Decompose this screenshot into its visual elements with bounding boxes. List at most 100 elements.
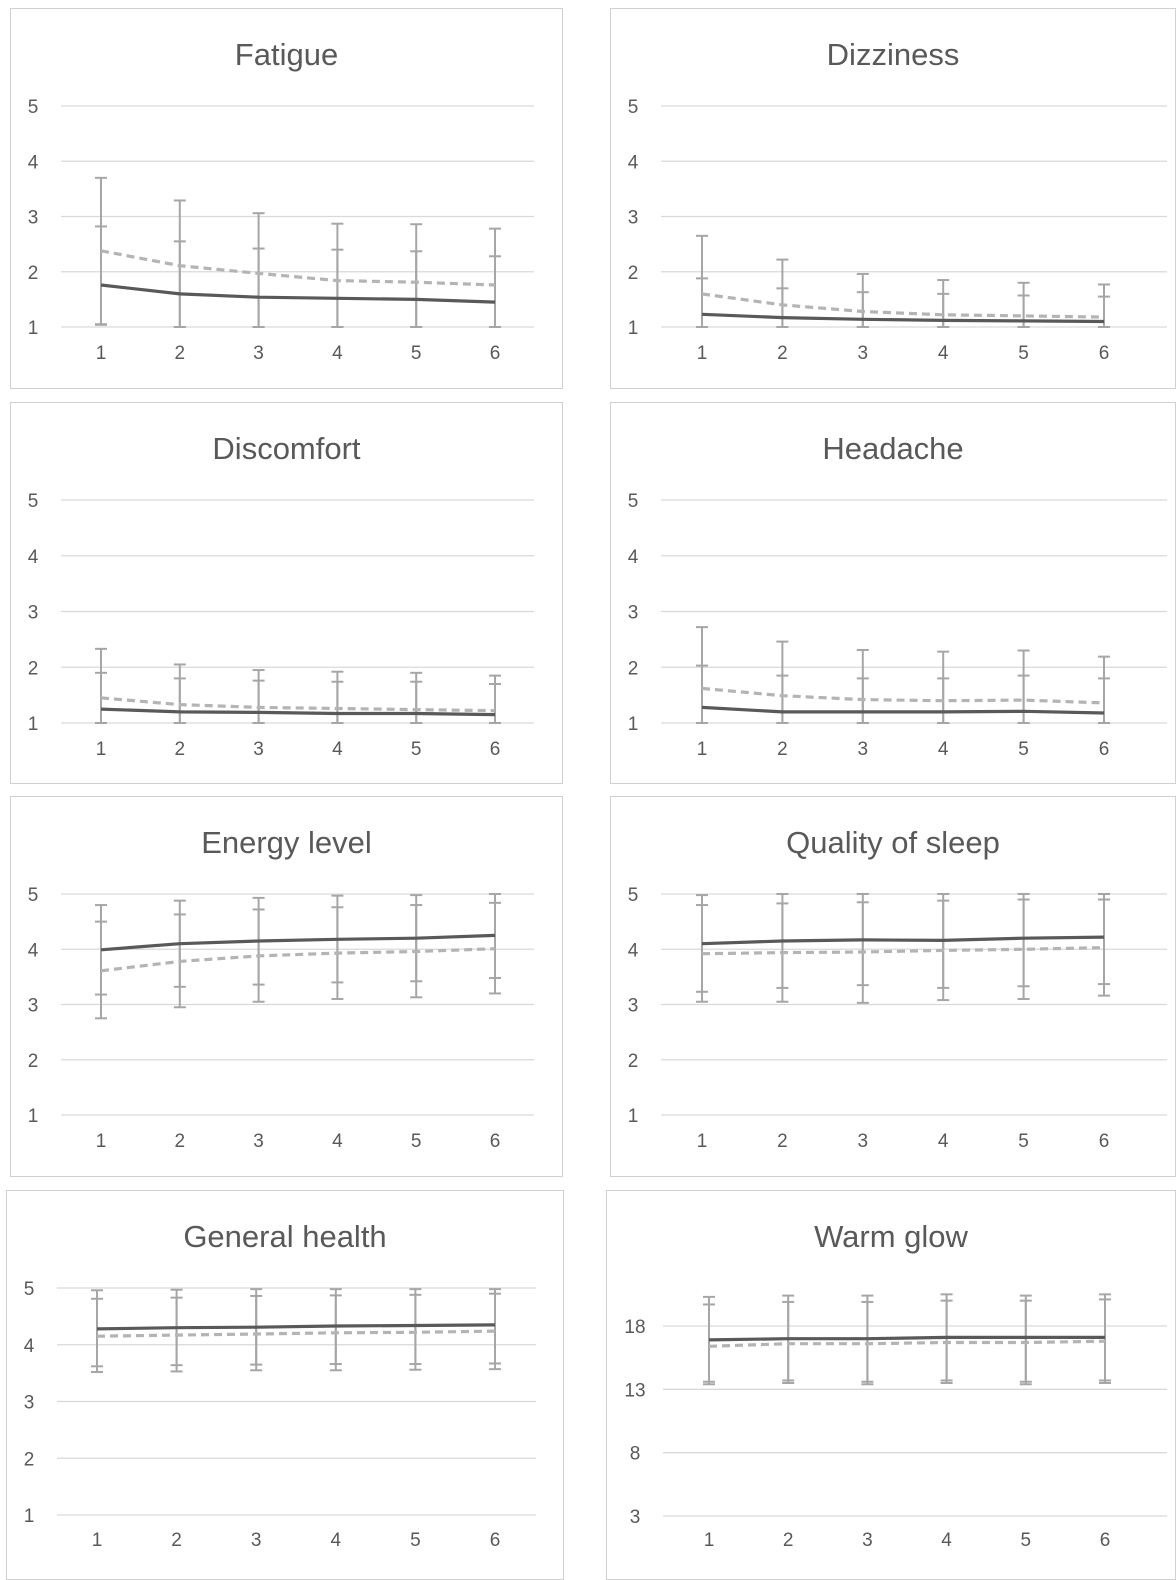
series-line-solid (100, 707, 496, 717)
chart-title: Energy level (201, 825, 372, 860)
y-tick-label: 2 (628, 658, 639, 679)
chart-panel-quality-of-sleep: Quality of sleep 1 2 3 4 5 1 2 3 4 5 6 (610, 796, 1176, 1177)
series-line-solid (96, 1323, 496, 1331)
y-tick-label: 2 (628, 263, 639, 284)
x-tick-label: 2 (777, 739, 788, 760)
x-tick-label: 2 (175, 343, 186, 364)
y-tick-label: 3 (28, 996, 39, 1017)
y-tick-label: 2 (28, 263, 39, 284)
y-tick-label: 5 (24, 1279, 35, 1300)
series-line-solid (708, 1335, 1105, 1342)
chart-panel-headache: Headache 1 2 3 4 5 1 2 3 4 5 6 (610, 402, 1176, 784)
x-tick-label: 3 (858, 739, 869, 760)
chart-title: Headache (822, 431, 964, 466)
chart-plot: 1 2 3 4 5 1 2 3 4 5 6 (628, 491, 1167, 760)
series-line-solid (701, 312, 1105, 324)
x-tick-label: 2 (175, 739, 186, 760)
y-tick-label: 3 (24, 1393, 35, 1414)
x-tick-label: 5 (411, 1131, 422, 1152)
y-tick-label: 5 (28, 885, 39, 906)
y-tick-label: 5 (628, 491, 639, 512)
chart-panel-general-health: General health 1 2 3 4 5 1 2 3 4 5 6 (6, 1190, 564, 1580)
chart-plot: 1 2 3 4 5 1 2 3 4 5 6 (28, 491, 534, 760)
y-tick-label: 1 (628, 318, 639, 339)
series-line-solid (100, 283, 496, 304)
y-tick-label: 5 (628, 885, 639, 906)
y-tick-label: 5 (628, 97, 639, 118)
series-line-dashed (701, 292, 1105, 319)
x-tick-label: 4 (938, 739, 949, 760)
y-tick-label: 3 (630, 1507, 641, 1528)
x-tick-label: 6 (1099, 343, 1110, 364)
x-tick-label: 6 (490, 1131, 501, 1152)
y-tick-label: 4 (24, 1336, 35, 1357)
series-line-dashed (96, 1329, 496, 1338)
x-tick-label: 1 (697, 1131, 708, 1152)
x-tick-label: 3 (858, 1131, 869, 1152)
y-tick-label: 2 (28, 658, 39, 679)
x-tick-label: 3 (251, 1530, 262, 1551)
y-tick-label: 1 (628, 1106, 639, 1127)
x-tick-label: 1 (697, 343, 708, 364)
chart-title: Discomfort (212, 431, 361, 466)
x-tick-label: 5 (1018, 1131, 1029, 1152)
chart-panel-fatigue: Fatigue 1 2 3 4 5 1 2 3 4 5 6 (10, 8, 563, 389)
series-line-dashed (100, 947, 496, 973)
series-line-dashed (701, 946, 1105, 956)
series-line-solid (701, 705, 1105, 715)
x-tick-label: 5 (1018, 739, 1029, 760)
y-tick-label: 4 (28, 152, 39, 173)
x-tick-label: 2 (777, 343, 788, 364)
chart-panel-warm-glow: Warm glow 3 8 13 18 1 2 3 4 5 6 (606, 1190, 1176, 1580)
x-tick-label: 4 (332, 739, 343, 760)
x-tick-label: 2 (783, 1530, 794, 1551)
x-tick-label: 4 (938, 343, 949, 364)
x-tick-label: 1 (96, 343, 107, 364)
series-line-solid (701, 935, 1105, 946)
y-tick-label: 2 (628, 1051, 639, 1072)
y-tick-label: 3 (28, 603, 39, 624)
x-tick-label: 1 (704, 1530, 715, 1551)
x-tick-label: 1 (92, 1530, 103, 1551)
x-tick-label: 5 (411, 739, 422, 760)
x-tick-label: 4 (941, 1530, 952, 1551)
series-line-dashed (708, 1339, 1106, 1348)
y-tick-label: 5 (28, 491, 39, 512)
y-tick-label: 5 (28, 97, 39, 118)
x-tick-label: 1 (697, 739, 708, 760)
chart-panel-dizziness: Dizziness 1 2 3 4 5 1 2 3 4 5 6 (610, 8, 1176, 389)
chart-plot: 3 8 13 18 1 2 3 4 5 6 (624, 1293, 1167, 1551)
x-tick-label: 2 (777, 1131, 788, 1152)
series-line-dashed (100, 696, 496, 713)
y-tick-label: 1 (28, 1106, 39, 1127)
x-tick-label: 5 (1018, 343, 1029, 364)
x-tick-label: 6 (490, 1530, 501, 1551)
y-tick-label: 4 (628, 152, 639, 173)
y-tick-label: 13 (624, 1380, 645, 1401)
y-tick-label: 1 (628, 714, 639, 735)
x-tick-label: 4 (332, 1131, 343, 1152)
y-tick-label: 2 (28, 1051, 39, 1072)
chart-plot: 1 2 3 4 5 1 2 3 4 5 6 (24, 1279, 536, 1551)
y-tick-label: 1 (28, 318, 39, 339)
x-tick-label: 5 (1021, 1530, 1032, 1551)
x-tick-label: 2 (171, 1530, 182, 1551)
series-line-solid (100, 933, 496, 952)
series-line-dashed (100, 249, 496, 287)
x-tick-label: 6 (1100, 1530, 1111, 1551)
chart-title: Dizziness (826, 37, 960, 72)
y-tick-label: 4 (628, 940, 639, 961)
chart-title: Quality of sleep (786, 825, 1000, 860)
x-tick-label: 2 (175, 1131, 186, 1152)
x-tick-label: 4 (938, 1131, 949, 1152)
chart-panel-discomfort: Discomfort 1 2 3 4 5 1 2 3 4 5 6 (10, 402, 563, 784)
y-tick-label: 4 (628, 547, 639, 568)
y-tick-label: 1 (28, 714, 39, 735)
y-tick-label: 3 (628, 603, 639, 624)
y-tick-label: 8 (630, 1444, 641, 1465)
x-tick-label: 4 (331, 1530, 342, 1551)
chart-title: Warm glow (814, 1219, 968, 1254)
x-tick-label: 3 (858, 343, 869, 364)
y-tick-label: 3 (628, 208, 639, 229)
x-tick-label: 6 (1099, 1131, 1110, 1152)
